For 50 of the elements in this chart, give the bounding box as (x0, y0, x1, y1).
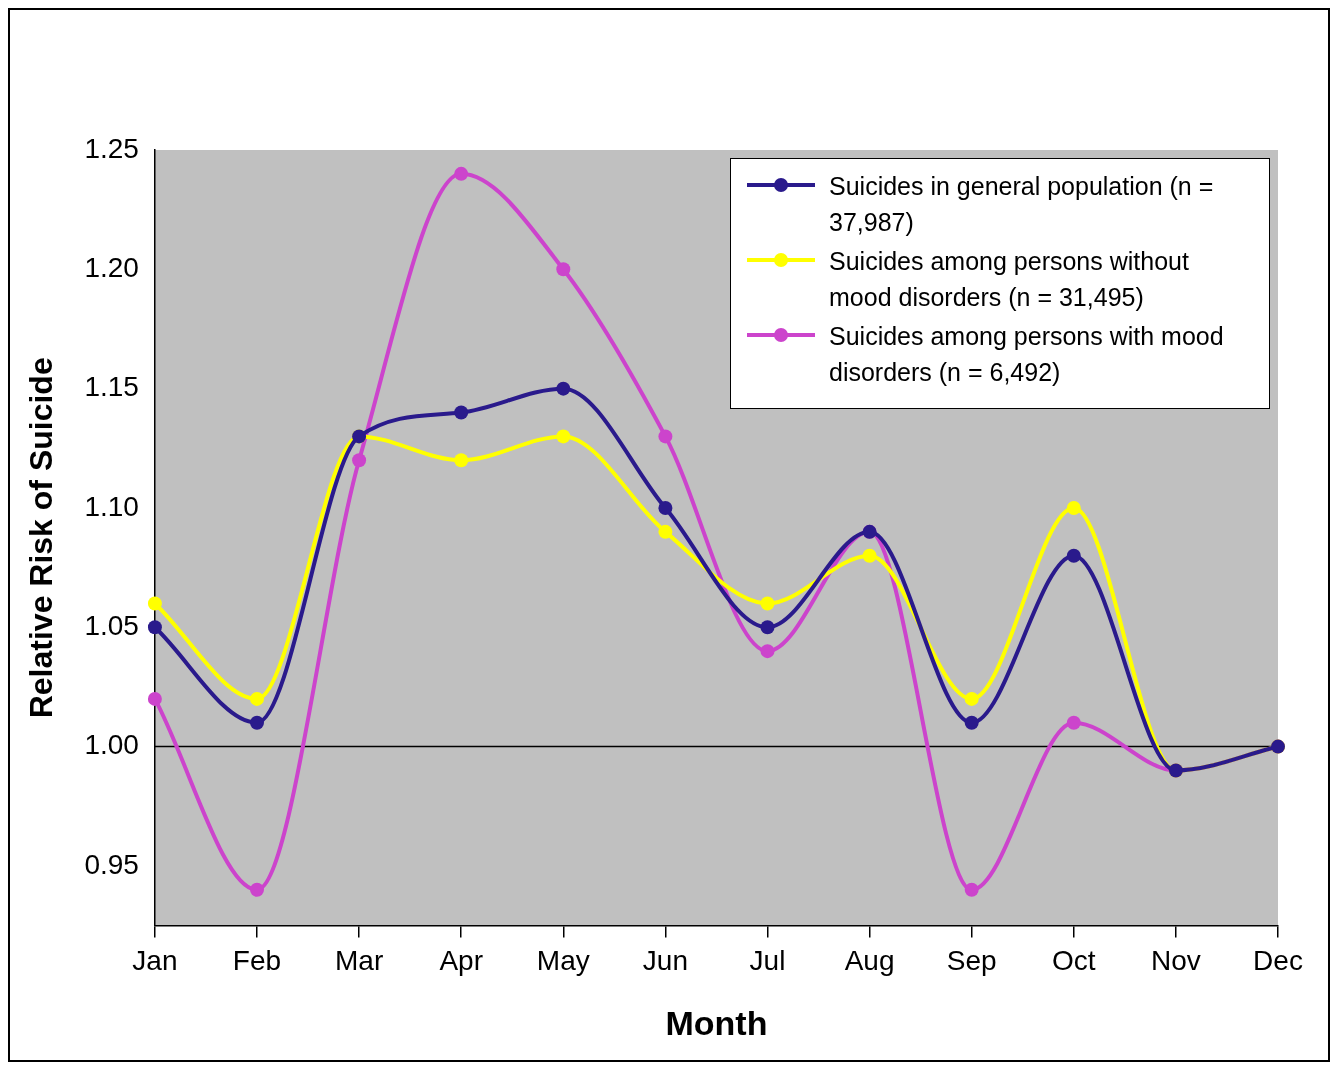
legend-label: Suicides among persons with mood disorders (n = 6,492) (829, 321, 1225, 388)
point (556, 381, 571, 396)
y-tick-label: 1.10 (84, 490, 139, 522)
y-tick-label: 1.15 (84, 371, 139, 403)
y-tick-label: 0.95 (84, 848, 139, 880)
point (658, 500, 673, 515)
x-tick-label: Jun (642, 945, 688, 977)
point (964, 691, 979, 706)
x-tick-label: Oct (1052, 945, 1096, 977)
x-tick-label: Aug (844, 945, 895, 977)
x-tick-label: Jul (749, 945, 786, 977)
y-tick-label: 1.20 (84, 252, 139, 284)
point (760, 596, 775, 611)
x-tick-label: Mar (334, 945, 384, 977)
point (556, 429, 571, 444)
x-tick-label: Sep (946, 945, 997, 977)
y-axis-title: Relative Risk of Suicide (23, 357, 60, 719)
x-axis-title: Month (665, 1003, 768, 1042)
y-tick-label: 1.05 (84, 610, 139, 642)
point (250, 882, 264, 897)
point (760, 644, 775, 659)
point (1066, 715, 1081, 730)
point (862, 548, 877, 563)
x-tick-label: Jan (132, 945, 178, 977)
point (147, 691, 162, 706)
point (147, 620, 162, 635)
point (658, 429, 673, 444)
legend-label: Suicides among persons without mood disorders (n = 31,495) (829, 246, 1190, 313)
point (454, 405, 469, 420)
point (760, 620, 775, 635)
point (658, 524, 673, 539)
x-tick-label: Nov (1151, 945, 1201, 977)
point (1066, 548, 1081, 563)
x-tick-label: May (536, 945, 590, 977)
point (147, 596, 162, 611)
point (1066, 500, 1081, 515)
y-tick-label: 1.00 (84, 729, 139, 761)
x-tick-label: Feb (232, 945, 282, 977)
point (964, 882, 979, 897)
point (250, 715, 264, 730)
point (250, 691, 264, 706)
x-tick-label: Dec (1253, 945, 1303, 977)
point (352, 453, 367, 468)
point (556, 262, 571, 277)
point (964, 715, 979, 730)
point (454, 166, 469, 181)
legend-label: Suicides in general population (n = 37,987) (829, 171, 1215, 238)
x-tick-label: Apr (439, 945, 483, 977)
point (454, 453, 469, 468)
y-tick-label: 1.25 (84, 132, 139, 164)
